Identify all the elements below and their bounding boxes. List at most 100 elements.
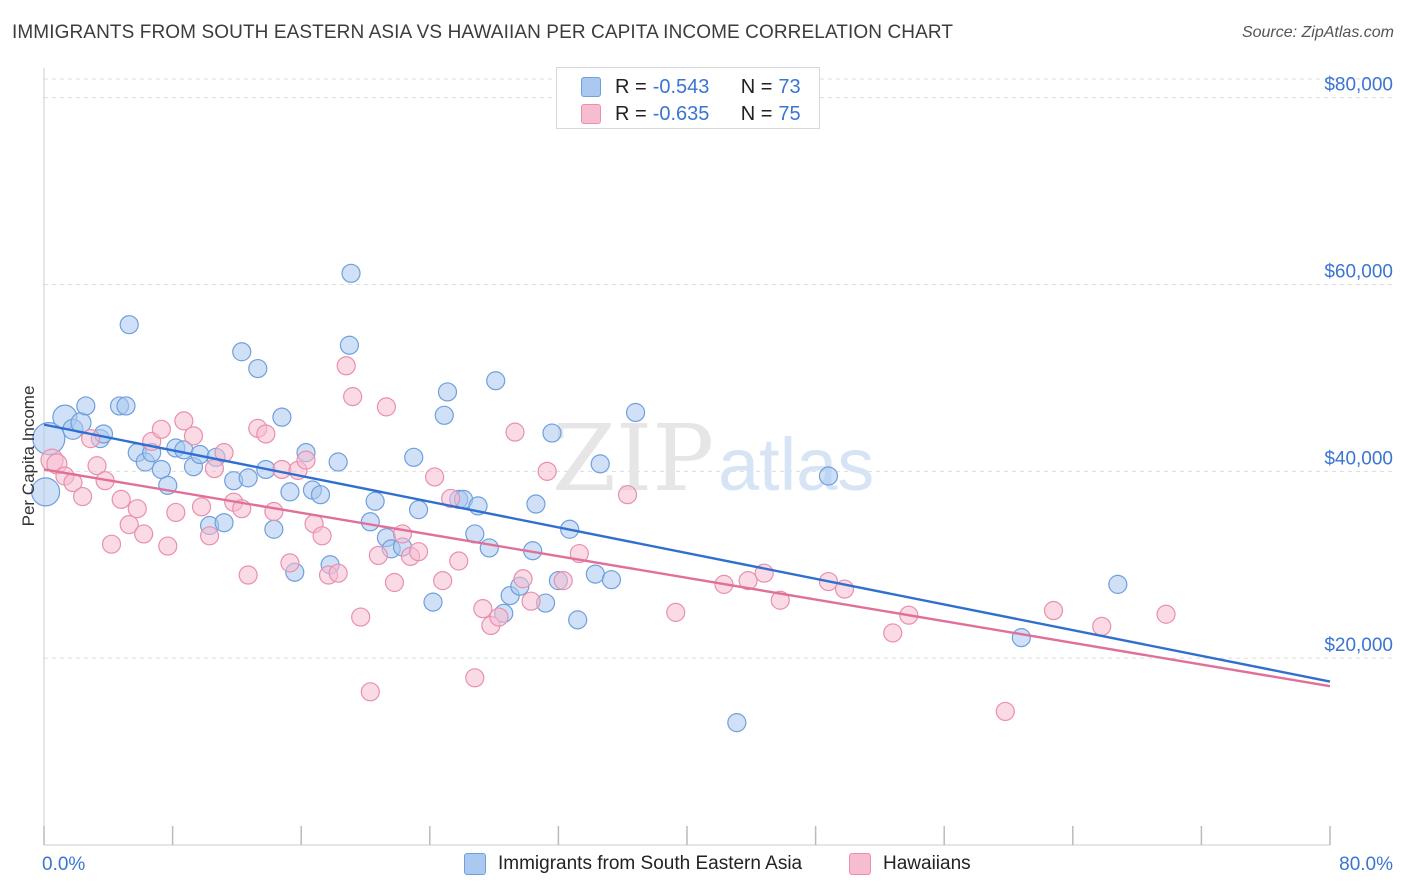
bottom-legend-asia: Immigrants from South Eastern Asia (464, 851, 802, 877)
point-hawaiians (521, 591, 541, 611)
point-hawaiians (465, 668, 485, 688)
point-hawaiians (280, 553, 300, 573)
legend-n-value-asia: 73 (778, 75, 801, 98)
y-tick-label: $60,000 (1324, 262, 1393, 283)
point-hawaiians (312, 526, 332, 546)
point-hawaiians (238, 565, 258, 585)
point-asia (568, 610, 588, 630)
point-hawaiians (72, 486, 93, 507)
point-asia (1108, 574, 1128, 594)
point-hawaiians (505, 422, 525, 442)
legend-n-label: N = (740, 102, 773, 125)
point-hawaiians (738, 571, 758, 591)
point-hawaiians (666, 602, 686, 622)
point-hawaiians (995, 701, 1015, 722)
point-asia (272, 407, 292, 427)
point-asia (526, 494, 546, 514)
point-hawaiians (537, 461, 557, 481)
point-asia (818, 466, 839, 486)
point-hawaiians (489, 607, 509, 627)
point-hawaiians (441, 488, 461, 509)
point-hawaiians (425, 467, 445, 487)
point-hawaiians (264, 501, 284, 522)
point-hawaiians (127, 499, 147, 519)
point-asia (1011, 628, 1031, 648)
point-hawaiians (368, 545, 388, 566)
point-hawaiians (449, 551, 469, 571)
point-hawaiians (336, 356, 356, 376)
point-asia (408, 500, 429, 520)
point-asia (486, 371, 506, 391)
point-hawaiians (111, 489, 131, 509)
point-hawaiians (272, 459, 292, 480)
point-asia (404, 447, 424, 467)
point-hawaiians (166, 502, 186, 523)
point-asia (119, 315, 139, 335)
point-hawaiians (513, 569, 533, 589)
legend-n-value-hawaiians: 75 (778, 102, 801, 125)
point-hawaiians (296, 450, 316, 470)
legend-r-value-asia: -0.543 (652, 75, 710, 98)
y-tick-label: $40,000 (1324, 448, 1393, 469)
point-asia (423, 592, 443, 612)
point-hawaiians (1043, 600, 1064, 621)
point-asia (116, 396, 136, 416)
point-asia (360, 512, 380, 532)
chart-source: Source: ZipAtlas.com (1241, 24, 1394, 41)
point-hawaiians (1092, 616, 1112, 637)
point-hawaiians (199, 526, 220, 546)
point-hawaiians (1156, 604, 1176, 624)
chart-title: IMMIGRANTS FROM SOUTH EASTERN ASIA VS HA… (12, 22, 954, 43)
point-asia (339, 335, 360, 355)
trend-lines (43, 423, 1331, 688)
legend-n-label: N = (740, 75, 773, 98)
point-hawaiians (204, 458, 224, 479)
point-asia (328, 452, 348, 472)
point-asia (310, 485, 331, 505)
point-hawaiians (183, 426, 204, 446)
point-asia (214, 513, 234, 533)
x-tick-label: 80.0% (1339, 854, 1393, 875)
point-hawaiians (101, 534, 122, 554)
legend-swatch-asia (581, 77, 601, 97)
correlation-legend: R = -0.543 N = 73 R = -0.635 N = 75 (556, 67, 820, 129)
bottom-legend-label-asia: Immigrants from South Eastern Asia (498, 853, 803, 874)
point-hawaiians (151, 419, 171, 439)
point-hawaiians (351, 607, 371, 627)
y-tick-label: $80,000 (1324, 75, 1393, 96)
legend-r-label: R = (615, 75, 647, 98)
point-hawaiians (343, 387, 363, 407)
bottom-legend-label-hawaiians: Hawaiians (883, 853, 971, 874)
bottom-legend-swatch-asia (464, 853, 486, 875)
point-hawaiians (883, 623, 903, 643)
point-asia (727, 713, 747, 733)
trend-line-asia (43, 423, 1331, 683)
y-axis-label: Per Capita Income (19, 386, 38, 527)
legend-row-hawaiians: R = -0.635 N = 75 (581, 101, 801, 127)
legend-r-label: R = (615, 102, 647, 125)
legend-swatch-hawaiians (581, 104, 601, 124)
point-asia (585, 564, 605, 584)
point-hawaiians (384, 572, 405, 593)
point-asia (341, 263, 361, 283)
point-hawaiians (328, 563, 348, 583)
point-hawaiians (119, 514, 139, 535)
point-asia (625, 402, 646, 423)
point-asia (280, 482, 300, 502)
point-hawaiians (770, 590, 790, 610)
point-asia (238, 468, 258, 488)
point-asia (31, 477, 61, 507)
point-hawaiians (433, 571, 453, 591)
point-asia (76, 396, 96, 416)
point-hawaiians (174, 411, 194, 431)
point-asia (232, 342, 252, 362)
point-hawaiians (158, 536, 178, 556)
x-tick-label: 0.0% (42, 854, 85, 875)
point-asia (264, 519, 284, 539)
point-asia (590, 454, 610, 474)
point-asia (542, 423, 562, 443)
point-hawaiians (617, 485, 638, 505)
point-asia (479, 538, 499, 558)
y-tick-label: $20,000 (1324, 635, 1393, 656)
